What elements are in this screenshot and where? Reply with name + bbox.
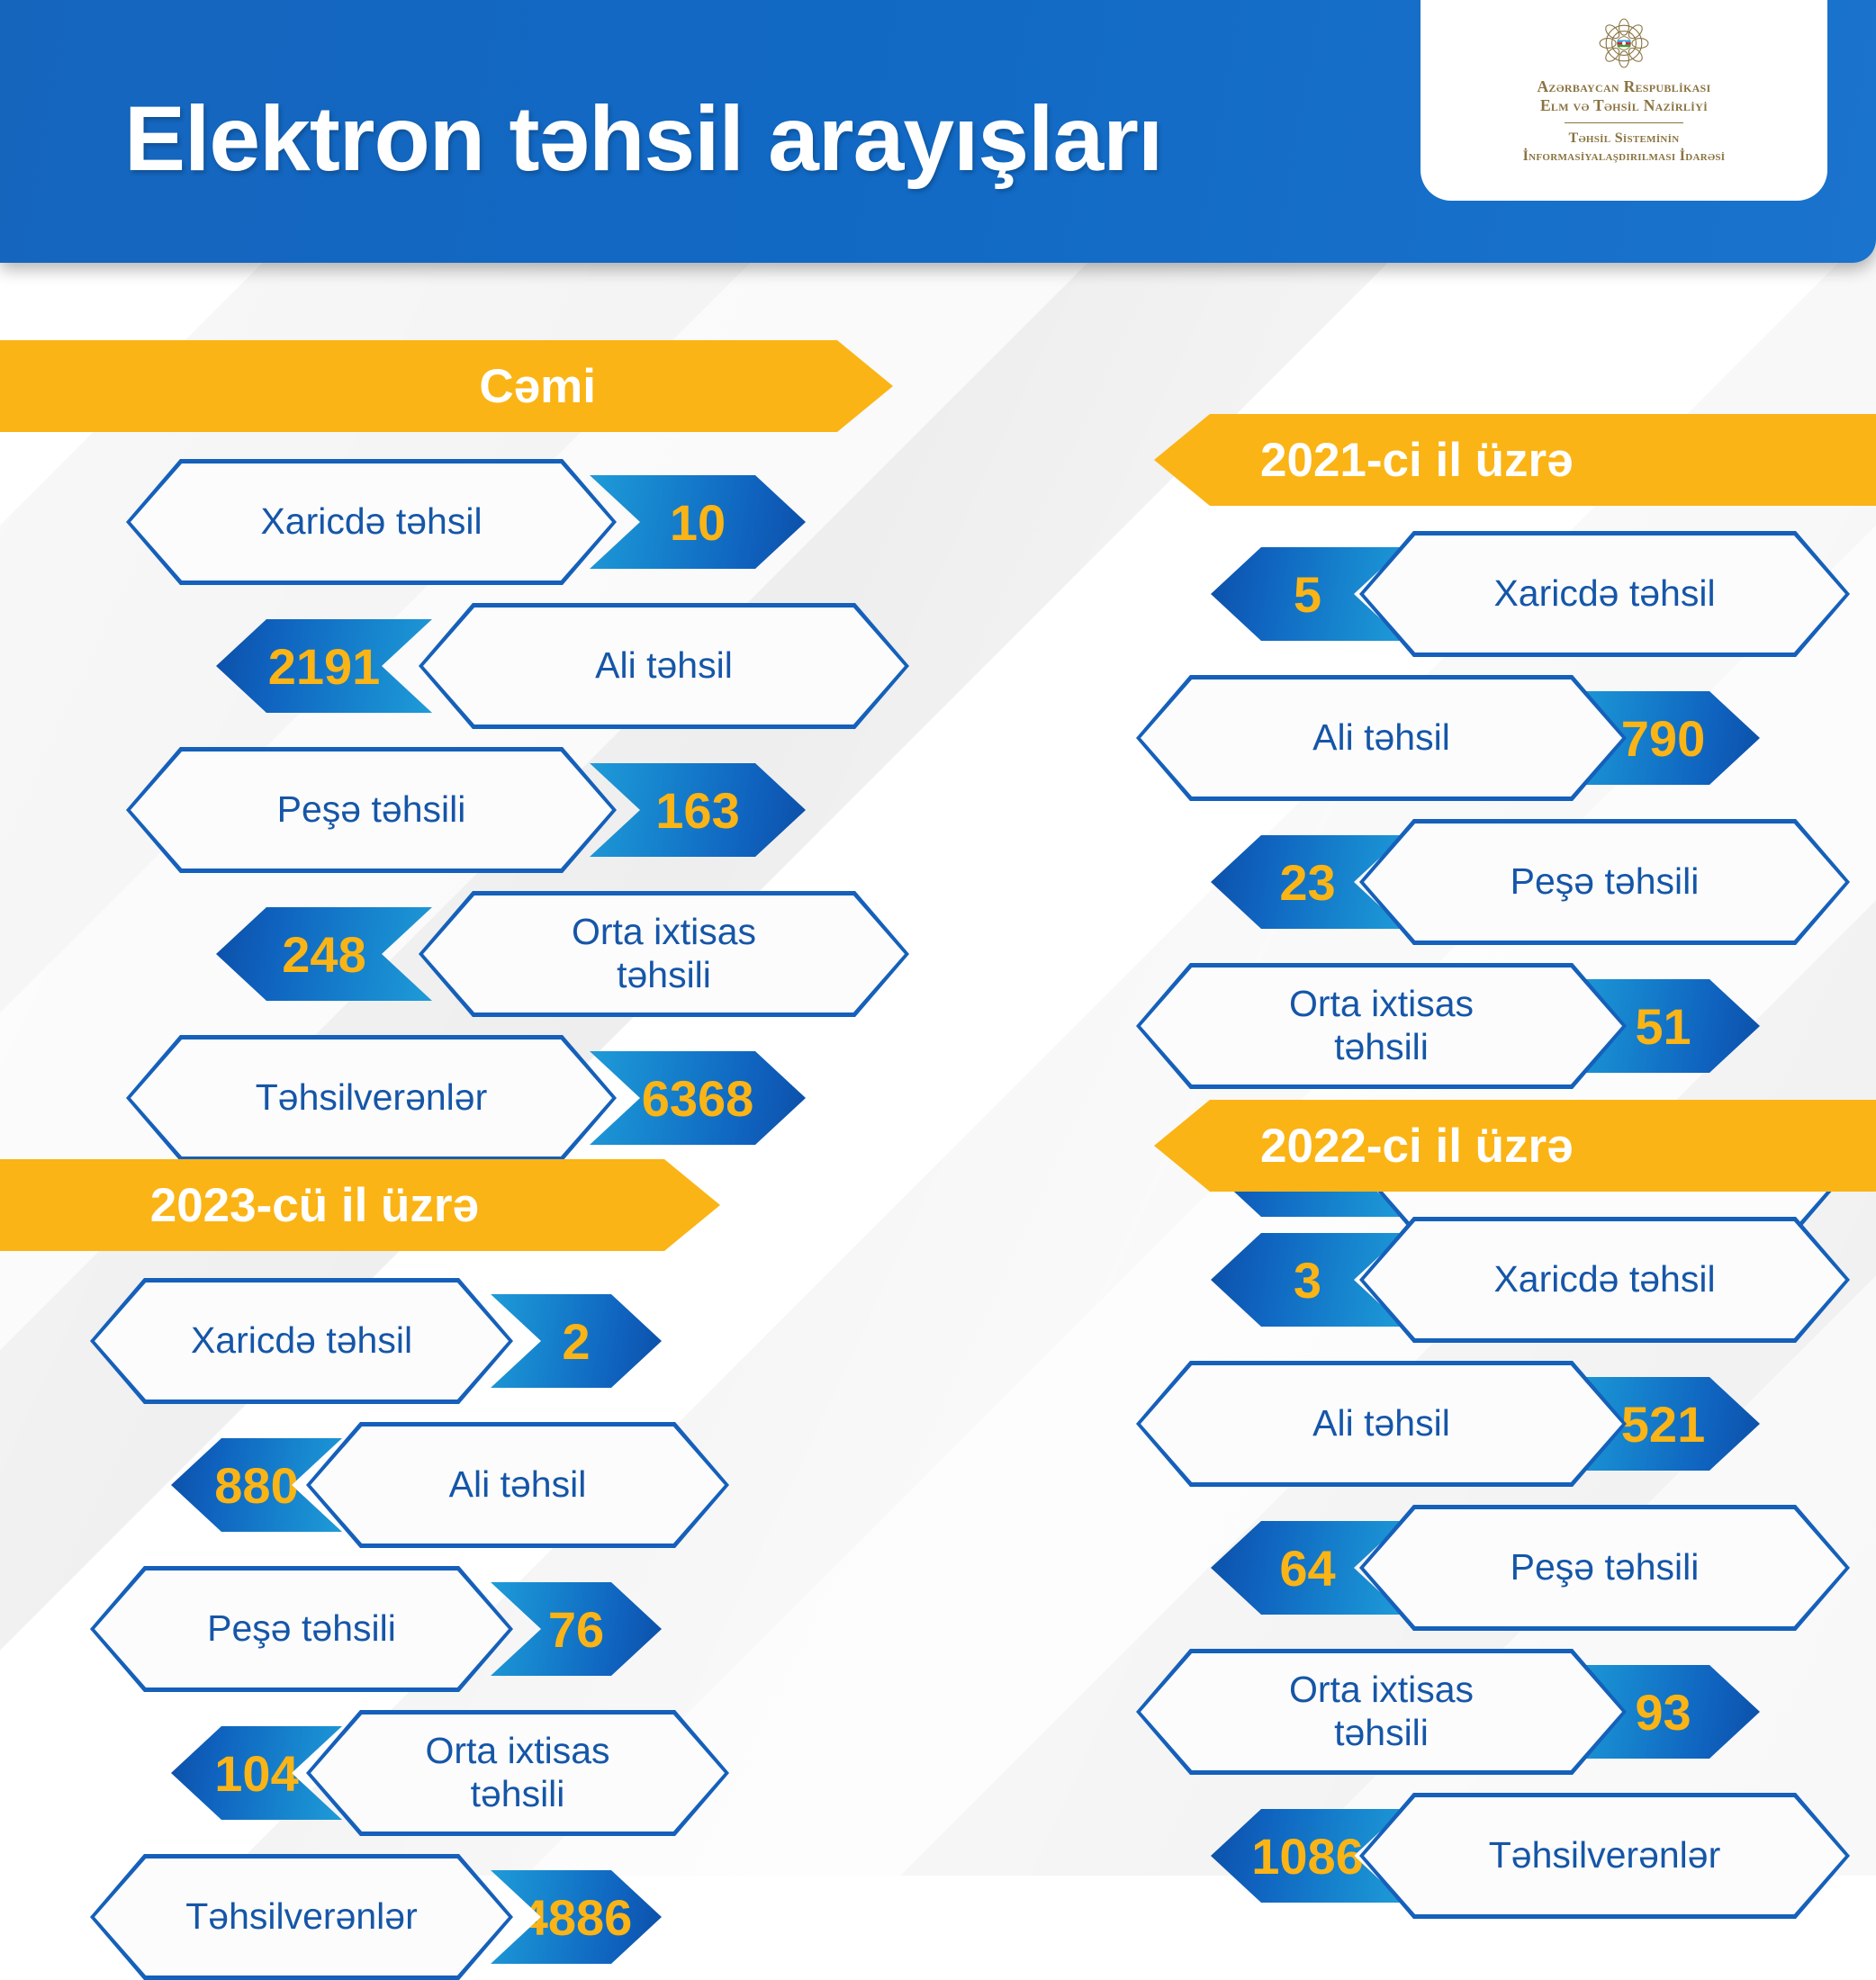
stat-label: Peşə təhsili — [1510, 860, 1700, 903]
stat-label: Təhsilverənlər — [255, 1076, 488, 1119]
logo-ministry-line-2: Elm və Təhsil Nazirliyi — [1539, 96, 1709, 115]
hexagon-fill — [423, 608, 905, 724]
stat-label-hexagon: Ali təhsil — [1136, 1361, 1627, 1487]
stat-label: Orta ixtisas təhsili — [425, 1730, 610, 1814]
hexagon-fill — [1364, 824, 1845, 940]
logo-department-line-1: Təhsil Sisteminin — [1568, 130, 1680, 147]
stat-label-hexagon: Peşə təhsili — [1359, 819, 1850, 945]
hexagon-fill — [1141, 968, 1622, 1084]
stat-value: 51 — [1635, 997, 1691, 1055]
stat-value: 6368 — [641, 1069, 754, 1127]
hexagon-fill — [131, 752, 612, 868]
stat-value: 104 — [214, 1744, 299, 1802]
stat-label-hexagon: Təhsilverənlər — [1359, 1793, 1850, 1919]
stat-value: 248 — [282, 925, 366, 983]
stat-value-badge: 4886 — [491, 1870, 662, 1964]
stat-value: 10 — [669, 493, 726, 551]
stat-value: 23 — [1279, 853, 1336, 911]
stat-value: 5 — [1293, 565, 1322, 623]
stat-value: 790 — [1620, 709, 1706, 767]
stat-value: 93 — [1635, 1683, 1691, 1741]
logo-ministry-line-1: Azərbaycan Respublikası — [1537, 77, 1711, 95]
stat-value: 2 — [562, 1312, 591, 1370]
stat-label-hexagon: Xaricdə təhsil — [126, 459, 617, 585]
stat-value: 1086 — [1251, 1827, 1364, 1885]
hexagon-fill — [311, 1426, 725, 1544]
stat-label: Xaricdə təhsil — [1493, 1258, 1716, 1300]
stat-label-hexagon: Orta ixtisas təhsili — [306, 1710, 729, 1836]
logo-divider — [1565, 122, 1683, 124]
hexagon-fill — [1141, 1653, 1622, 1770]
stat-label-hexagon: Orta ixtisas təhsili — [419, 891, 909, 1017]
stat-value: 64 — [1279, 1539, 1336, 1597]
hexagon-fill — [311, 1714, 725, 1832]
stat-label-hexagon: Orta ixtisas təhsili — [1136, 1649, 1627, 1775]
stat-label: Peşə təhsili — [207, 1607, 396, 1650]
stat-value: 163 — [655, 781, 740, 839]
stat-label-hexagon: Təhsilverənlər — [126, 1035, 617, 1161]
hexagon-fill — [1141, 680, 1622, 796]
stat-label: Xaricdə təhsil — [190, 1319, 413, 1362]
stat-label: Xaricdə təhsil — [260, 500, 483, 543]
stat-label-hexagon: Ali təhsil — [306, 1422, 729, 1548]
stat-label: Peşə təhsili — [276, 788, 466, 831]
section-banner-2023-label: 2023-cü il üzrə — [149, 1178, 479, 1232]
stat-label-hexagon: Ali təhsil — [1136, 675, 1627, 801]
stat-value-badge: 2191 — [216, 619, 432, 713]
azerbaijan-ministry-emblem-icon — [1599, 18, 1649, 68]
section-banner-2021-label: 2021-ci il üzrə — [1260, 433, 1574, 487]
hexagon-fill — [1364, 1221, 1845, 1338]
stat-label-hexagon: Xaricdə təhsil — [1359, 1217, 1850, 1343]
stat-label: Xaricdə təhsil — [1493, 572, 1716, 615]
section-banner-2023: 2023-cü il üzrə — [0, 1159, 720, 1251]
stat-label: Ali təhsil — [448, 1463, 587, 1506]
stat-label-hexagon: Təhsilverənlər — [90, 1854, 513, 1980]
stat-value: 880 — [214, 1456, 299, 1514]
stat-label-hexagon: Orta ixtisas təhsili — [1136, 963, 1627, 1089]
stat-label-hexagon: Peşə təhsili — [126, 747, 617, 873]
stat-label: Təhsilverənlər — [1488, 1834, 1721, 1876]
section-banner-cemi: Cəmi — [0, 340, 893, 432]
stat-label: Təhsilverənlər — [185, 1895, 418, 1938]
hexagon-fill — [95, 1570, 509, 1688]
section-banner-2021: 2021-ci il üzrə — [1154, 414, 1876, 506]
stat-label-hexagon: Peşə təhsili — [1359, 1505, 1850, 1631]
section-banner-2022-label: 2022-ci il üzrə — [1260, 1119, 1574, 1173]
stat-label-hexagon: Ali təhsil — [419, 603, 909, 729]
stat-label: Orta ixtisas təhsili — [1288, 983, 1475, 1067]
hexagon-fill — [423, 896, 905, 1012]
hexagon-fill — [95, 1282, 509, 1400]
hexagon-fill — [1364, 536, 1845, 652]
hexagon-fill — [1364, 1509, 1845, 1626]
stat-label-hexagon: Peşə təhsili — [90, 1566, 513, 1692]
stat-label: Orta ixtisas təhsili — [1288, 1669, 1475, 1753]
hexagon-fill — [131, 464, 612, 580]
stat-value: 521 — [1620, 1395, 1706, 1453]
stat-label: Peşə təhsili — [1510, 1546, 1700, 1588]
section-banner-2022: 2022-ci il üzrə — [1154, 1100, 1876, 1192]
stat-value-badge: 248 — [216, 907, 432, 1001]
stat-value: 3 — [1293, 1251, 1322, 1309]
stat-label-hexagon: Xaricdə təhsil — [1359, 531, 1850, 657]
stat-label: Orta ixtisas təhsili — [571, 911, 757, 995]
stat-label: Ali təhsil — [595, 644, 733, 687]
hexagon-fill — [131, 1040, 612, 1156]
stat-label: Ali təhsil — [1312, 716, 1450, 759]
stat-label: Ali təhsil — [1312, 1402, 1450, 1444]
stat-value: 4886 — [519, 1888, 633, 1946]
stat-value: 2191 — [267, 637, 381, 695]
ministry-logo-card: Azərbaycan Respublikası Elm və Təhsil Na… — [1421, 0, 1827, 201]
page-title: Elektron təhsil arayışları — [124, 87, 1163, 190]
stat-value: 76 — [547, 1600, 605, 1658]
logo-department-line-2: İnformasiyalaşdırılması İdarəsi — [1522, 148, 1726, 164]
stat-label-hexagon: Xaricdə təhsil — [90, 1278, 513, 1404]
section-banner-cemi-label: Cəmi — [479, 359, 596, 413]
hexagon-fill — [1141, 1365, 1622, 1482]
